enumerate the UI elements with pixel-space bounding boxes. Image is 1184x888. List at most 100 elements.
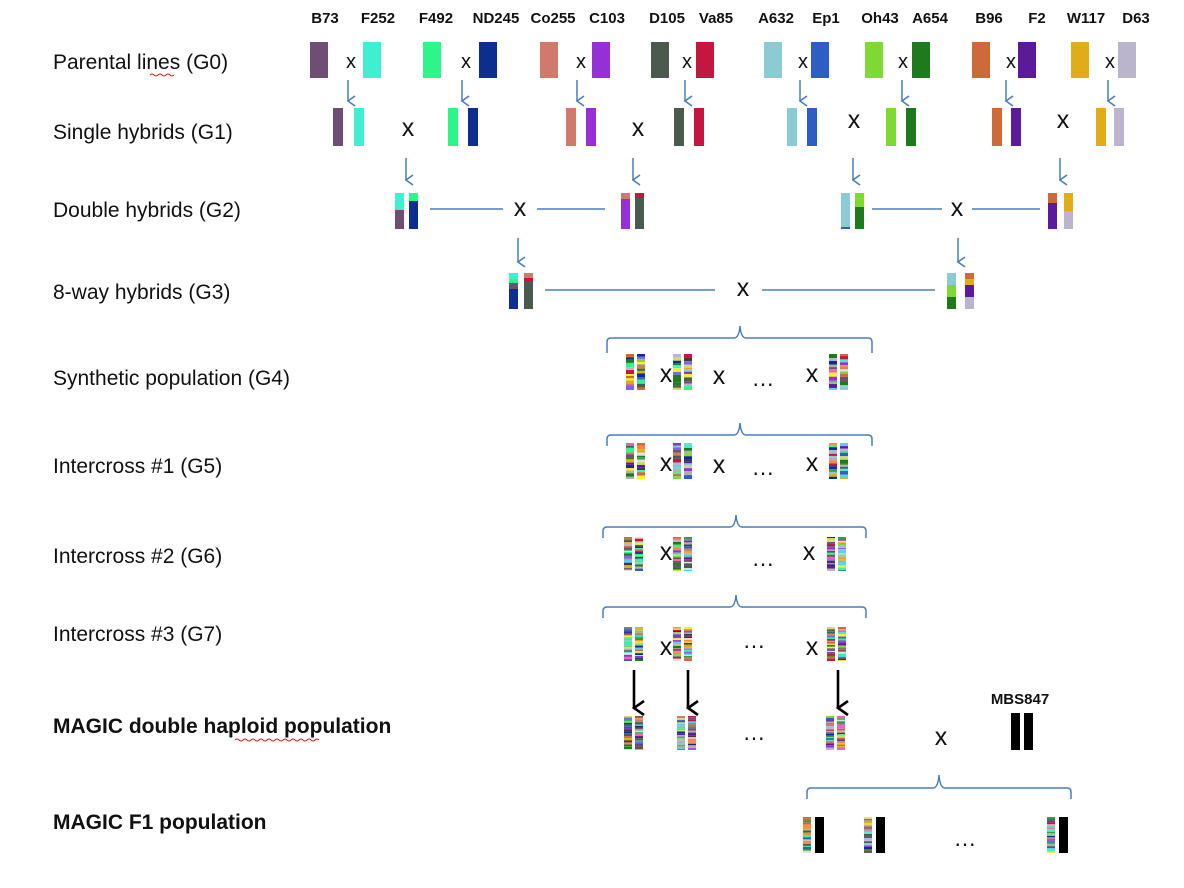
parent-name: B96 bbox=[975, 10, 1003, 27]
chromosome-segment bbox=[1047, 851, 1055, 853]
chromosome-segment bbox=[838, 657, 846, 659]
cross-symbol: x bbox=[935, 723, 948, 751]
chromosome-segment bbox=[855, 193, 864, 207]
chromosome-segment bbox=[637, 464, 645, 468]
chromosome-segment bbox=[673, 356, 681, 361]
chromosome bbox=[876, 817, 885, 853]
chromosome-segment bbox=[827, 639, 835, 641]
chromosome-segment bbox=[838, 643, 846, 646]
cross-symbol: x bbox=[1105, 51, 1115, 73]
chromosome-segment bbox=[635, 562, 643, 565]
chromosome-segment bbox=[688, 735, 696, 738]
chromosome-segment bbox=[677, 737, 685, 739]
chromosome-segment bbox=[864, 846, 872, 850]
cross-symbol: x bbox=[898, 51, 908, 73]
chromosome-segment bbox=[838, 647, 846, 649]
chromosome-segment bbox=[864, 818, 872, 821]
chromosome-segment bbox=[826, 730, 834, 733]
chromosome-segment bbox=[624, 569, 632, 571]
chromosome-segment bbox=[684, 656, 692, 658]
chromosome bbox=[354, 108, 364, 146]
chromosome-segment bbox=[635, 730, 643, 733]
chromosome bbox=[912, 42, 921, 78]
chromosome-segment bbox=[688, 738, 696, 741]
chromosome-segment bbox=[673, 564, 681, 568]
cross-symbol: x bbox=[806, 360, 819, 388]
parent-name: W117 bbox=[1067, 10, 1105, 27]
chromosome-segment bbox=[837, 731, 845, 733]
chromosome-segment bbox=[864, 832, 872, 835]
chromosome-segment bbox=[838, 567, 846, 570]
chromosome-segment bbox=[673, 643, 681, 645]
chromosome-segment bbox=[635, 727, 643, 729]
chromosome-segment bbox=[624, 645, 632, 648]
chromosome-segment bbox=[626, 362, 634, 368]
label-8way-hybrids: 8-way hybrids (G3) bbox=[53, 281, 230, 304]
chromosome-segment bbox=[677, 748, 685, 750]
chromosome-segment bbox=[838, 630, 846, 632]
chromosome-segment bbox=[637, 373, 645, 378]
chromosome-segment bbox=[1047, 822, 1055, 825]
chromosome-segment bbox=[624, 742, 632, 745]
chromosome-segment bbox=[624, 650, 632, 652]
chromosome-segment bbox=[673, 641, 681, 643]
chromosome-segment bbox=[677, 740, 685, 744]
chromosome-segment bbox=[626, 452, 634, 455]
chromosome-segment bbox=[829, 380, 837, 383]
chromosome-segment bbox=[803, 832, 811, 836]
chromosome-segment bbox=[840, 474, 848, 478]
chromosome-segment bbox=[684, 374, 692, 378]
chromosome-segment bbox=[864, 823, 872, 826]
chromosome-segment bbox=[803, 845, 811, 848]
chromosome-segment bbox=[635, 741, 643, 744]
chromosome-segment bbox=[826, 726, 834, 729]
chromosome-segment bbox=[827, 564, 835, 567]
chromosome-segment bbox=[838, 548, 846, 550]
chromosome-segment bbox=[684, 386, 692, 390]
chromosome-segment bbox=[524, 278, 533, 281]
chromosome-segment bbox=[827, 547, 835, 550]
chromosome bbox=[820, 42, 829, 78]
chromosome-segment bbox=[624, 648, 632, 651]
chromosome-segment bbox=[947, 285, 956, 297]
chromosome-segment bbox=[829, 463, 837, 467]
chromosome-segment bbox=[684, 459, 692, 462]
chromosome-segment bbox=[827, 543, 835, 547]
chromosome-segment bbox=[829, 447, 837, 451]
label-magic-f1-population: MAGIC F1 population bbox=[53, 811, 266, 834]
chromosome-segment bbox=[826, 729, 834, 731]
chromosome-segment bbox=[635, 655, 643, 658]
chromosome-segment bbox=[688, 743, 696, 746]
chromosome-segment bbox=[673, 546, 681, 548]
chromosome-segment bbox=[637, 475, 645, 478]
chromosome-segment bbox=[624, 745, 632, 747]
chromosome-segment bbox=[624, 640, 632, 642]
chromosome-segment bbox=[684, 463, 692, 466]
chromosome-segment bbox=[1047, 826, 1055, 829]
chromosome-segment bbox=[1047, 841, 1055, 844]
chromosome-segment bbox=[837, 732, 845, 735]
chromosome-segment bbox=[864, 841, 872, 844]
chromosome-segment bbox=[409, 193, 418, 201]
chromosome-segment bbox=[826, 739, 834, 741]
chromosome-segment bbox=[637, 443, 645, 446]
chromosome-segment bbox=[1048, 193, 1057, 203]
chromosome-segment bbox=[1047, 834, 1055, 836]
label-parental-lines: Parental lines (G0) bbox=[53, 51, 228, 74]
cross-symbol: x bbox=[346, 51, 356, 73]
chromosome-segment bbox=[826, 720, 834, 722]
chromosome-segment bbox=[624, 724, 632, 727]
chromosome-segment bbox=[688, 724, 696, 727]
chromosome-segment bbox=[837, 728, 845, 731]
chromosome-segment bbox=[635, 566, 643, 569]
chromosome-segment bbox=[826, 716, 834, 718]
chromosome-segment bbox=[624, 652, 632, 655]
chromosome-segment bbox=[626, 462, 634, 465]
chromosome-segment bbox=[624, 634, 632, 636]
brace-icon bbox=[602, 514, 867, 538]
ellipsis: … bbox=[752, 454, 775, 480]
chromosome-segment bbox=[624, 716, 632, 718]
chromosome-segment bbox=[684, 548, 692, 551]
chromosome bbox=[815, 817, 824, 853]
